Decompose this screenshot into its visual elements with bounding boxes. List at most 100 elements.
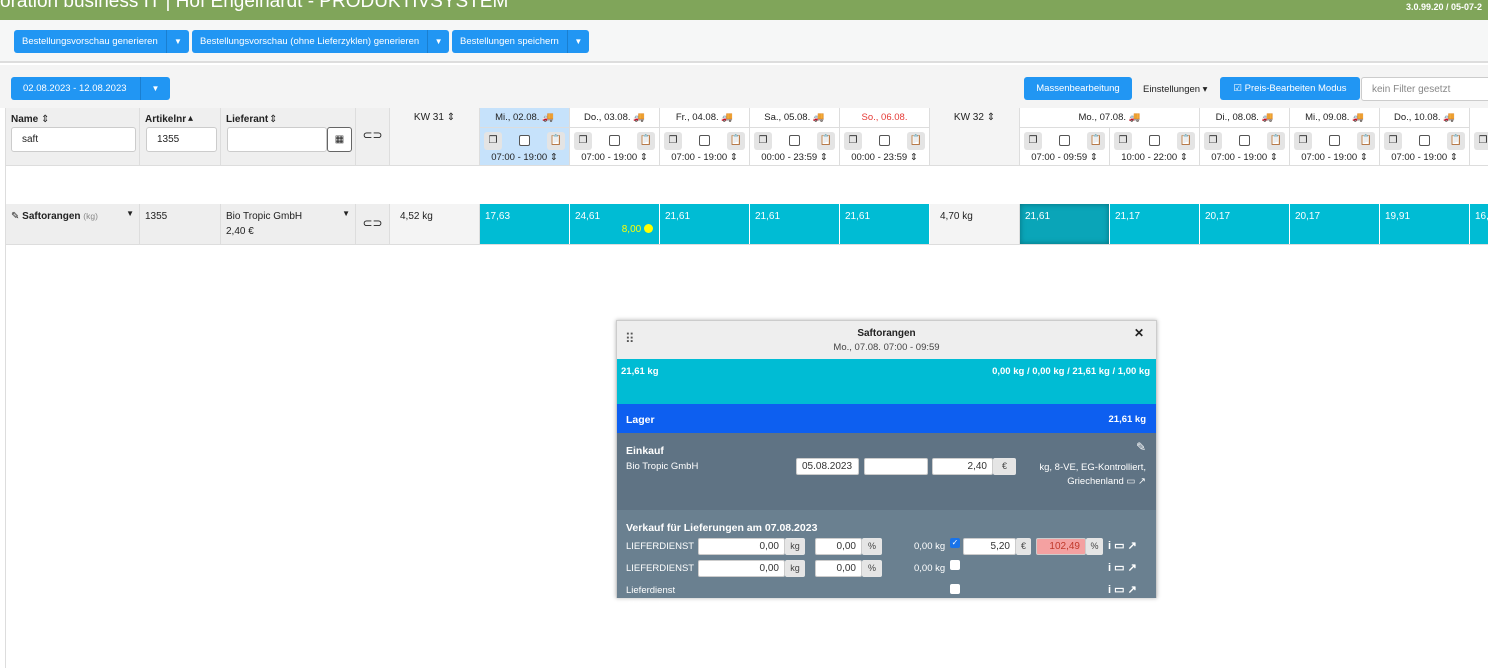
window-icon[interactable]: ▭ — [1126, 476, 1136, 487]
copy-icon[interactable]: ❐ — [1114, 132, 1132, 150]
paste-icon[interactable]: 📋 — [817, 132, 835, 150]
margin-input[interactable]: 102,49 — [1036, 538, 1086, 555]
slot-checkbox[interactable] — [1329, 135, 1340, 146]
date-range-button[interactable]: 02.08.2023 - 12.08.2023 ▼ — [11, 77, 170, 100]
copy-icon[interactable]: ❐ — [664, 132, 682, 150]
paste-icon[interactable]: 📋 — [1177, 132, 1195, 150]
supplier-cell[interactable]: Bio Tropic GmbH 2,40 € ▼ — [221, 204, 356, 244]
caret-down-icon[interactable]: ▼ — [342, 209, 350, 218]
caret-down-icon[interactable]: ▼ — [126, 209, 134, 218]
sales-checkbox[interactable]: ✓ — [950, 538, 960, 548]
paste-icon[interactable]: 📋 — [637, 132, 655, 150]
caret-down-icon[interactable]: ▼ — [166, 30, 189, 53]
quantity-cell[interactable]: 19,91 — [1380, 204, 1470, 244]
quantity-cell[interactable]: 16, — [1470, 204, 1488, 244]
quantity-cell[interactable]: 21,61 — [1020, 204, 1110, 244]
link-icon[interactable]: ⊂⊃ — [356, 204, 390, 244]
slot-checkbox[interactable] — [789, 135, 800, 146]
link-icon[interactable]: ⊂⊃ — [356, 108, 390, 165]
copy-icon[interactable]: ❐ — [1204, 132, 1222, 150]
sort-asc-icon[interactable]: ▴ — [188, 113, 194, 124]
day-header[interactable]: Do., 10.08. 🚚 — [1380, 108, 1470, 128]
mass-edit-button[interactable]: Massenbearbeitung — [1024, 77, 1132, 100]
kw32-header[interactable]: KW 32 ⇕ — [930, 108, 1020, 165]
sales-checkbox[interactable] — [950, 584, 960, 594]
sales-qty-input[interactable]: 0,00 — [698, 538, 785, 555]
sales-qty-input[interactable]: 0,00 — [698, 560, 785, 577]
external-link-icon[interactable]: ↗ — [1127, 540, 1137, 552]
copy-icon[interactable]: ❐ — [1474, 132, 1488, 150]
caret-down-icon[interactable]: ▼ — [566, 30, 589, 53]
quantity-cell[interactable]: 21,61 — [660, 204, 750, 244]
artikelnr-filter-input[interactable]: 1355 — [146, 127, 217, 152]
lieferant-column-header[interactable]: Lieferant ⇕ ▦ — [221, 108, 356, 165]
info-icon[interactable]: i — [1108, 584, 1112, 596]
sort-icon[interactable]: ⇕ — [1089, 152, 1098, 163]
generate-preview-no-cycles-button[interactable]: Bestellungsvorschau (ohne Lieferzyklen) … — [192, 30, 449, 53]
einkauf-field-input[interactable] — [864, 458, 928, 475]
slot-checkbox[interactable] — [519, 135, 530, 146]
quantity-cell[interactable]: 20,17 — [1200, 204, 1290, 244]
sort-icon[interactable]: ⇕ — [1179, 152, 1188, 163]
quantity-cell[interactable]: 20,17 — [1290, 204, 1380, 244]
slot-checkbox[interactable] — [609, 135, 620, 146]
info-icon[interactable]: i — [1108, 540, 1112, 552]
sort-icon[interactable]: ⇕ — [1449, 152, 1458, 163]
sort-icon[interactable]: ⇕ — [1359, 152, 1368, 163]
drag-handle-icon[interactable]: ⠿ — [625, 331, 635, 346]
artikelnr-column-header[interactable]: Artikelnr ▴ 1355 — [140, 108, 221, 165]
quantity-cell[interactable]: 21,61 — [750, 204, 840, 244]
calendar-icon[interactable]: ▦ — [327, 127, 352, 152]
day-header[interactable]: Sa., 05.08. 🚚 — [750, 108, 840, 128]
copy-icon[interactable]: ❐ — [844, 132, 862, 150]
kw31-header[interactable]: KW 31 ⇕ — [390, 108, 480, 165]
sort-icon[interactable]: ⇕ — [41, 114, 50, 125]
caret-down-icon[interactable]: ▼ — [140, 77, 170, 100]
day-header[interactable]: Mi., 02.08. 🚚 — [480, 108, 570, 128]
quantity-cell[interactable]: 17,63 — [480, 204, 570, 244]
window-icon[interactable]: ▭ — [1114, 584, 1125, 596]
copy-icon[interactable]: ❐ — [1384, 132, 1402, 150]
name-filter-input[interactable]: saft — [11, 127, 136, 152]
sort-icon[interactable]: ⇕ — [729, 152, 738, 163]
copy-icon[interactable]: ❐ — [1024, 132, 1042, 150]
external-link-icon[interactable]: ↗ — [1127, 562, 1137, 574]
pencil-icon[interactable]: ✎ — [1135, 440, 1146, 454]
sort-icon[interactable]: ⇕ — [909, 152, 918, 163]
settings-dropdown[interactable]: Einstellungen ▾ — [1143, 84, 1208, 95]
quantity-cell[interactable]: 24,61 8,00 — [570, 204, 660, 244]
sales-pct-input[interactable]: 0,00 — [815, 560, 862, 577]
sort-icon[interactable]: ⇕ — [639, 152, 648, 163]
quantity-cell[interactable]: 21,61 — [840, 204, 930, 244]
einkauf-price-input[interactable]: 2,40 — [932, 458, 993, 475]
slot-checkbox[interactable] — [699, 135, 710, 146]
paste-icon[interactable]: 📋 — [727, 132, 745, 150]
paste-icon[interactable]: 📋 — [1087, 132, 1105, 150]
sort-icon[interactable]: ⇕ — [269, 114, 278, 125]
price-edit-mode-button[interactable]: ☑ Preis-Bearbeiten Modus — [1220, 77, 1360, 100]
close-icon[interactable]: ✕ — [1133, 326, 1144, 340]
sales-pct-input[interactable]: 0,00 — [815, 538, 862, 555]
day-header[interactable]: Di., 08.08. 🚚 — [1200, 108, 1290, 128]
filter-input[interactable]: kein Filter gesetzt — [1361, 77, 1488, 101]
external-link-icon[interactable]: ↗ — [1127, 584, 1137, 596]
paste-icon[interactable]: 📋 — [1447, 132, 1465, 150]
sort-icon[interactable]: ⇕ — [549, 152, 558, 163]
save-orders-button[interactable]: Bestellungen speichern ▼ — [452, 30, 589, 53]
external-link-icon[interactable]: ↗ — [1138, 476, 1146, 487]
einkauf-date-input[interactable]: 05.08.2023 — [796, 458, 859, 475]
slot-checkbox[interactable] — [879, 135, 890, 146]
sales-checkbox[interactable] — [950, 560, 960, 570]
paste-icon[interactable]: 📋 — [547, 132, 565, 150]
info-icon[interactable]: i — [1108, 562, 1112, 574]
generate-preview-button[interactable]: Bestellungsvorschau generieren ▼ — [14, 30, 189, 53]
name-column-header[interactable]: Name ⇕ saft — [6, 108, 140, 165]
slot-checkbox[interactable] — [1149, 135, 1160, 146]
slot-checkbox[interactable] — [1059, 135, 1070, 146]
lieferant-filter-input[interactable] — [227, 127, 327, 152]
day-header[interactable]: Do., 03.08. 🚚 — [570, 108, 660, 128]
paste-icon[interactable]: 📋 — [907, 132, 925, 150]
sort-icon[interactable]: ⇕ — [819, 152, 828, 163]
copy-icon[interactable]: ❐ — [484, 132, 502, 150]
caret-down-icon[interactable]: ▼ — [427, 30, 449, 53]
